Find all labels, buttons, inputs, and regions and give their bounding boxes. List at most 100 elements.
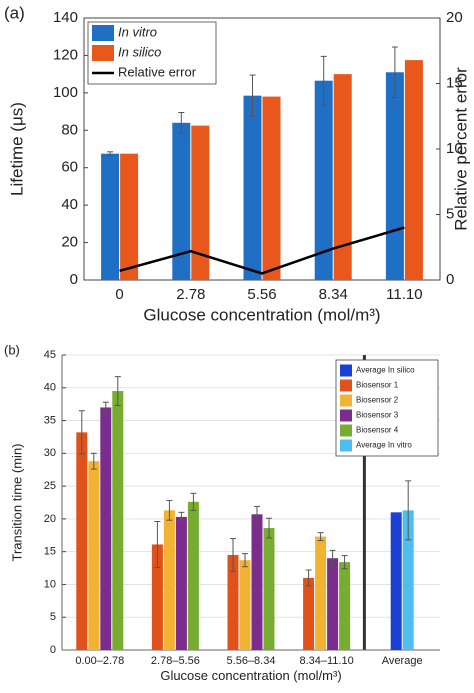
bar xyxy=(314,80,333,280)
error-bar xyxy=(341,555,348,570)
legend-label: In vitro xyxy=(118,24,157,39)
x-tick-label: 8.34 xyxy=(319,286,348,303)
y2-tick-label: 0 xyxy=(446,271,454,288)
legend-label: Biosensor 2 xyxy=(356,396,399,405)
y-tick-label: 100 xyxy=(53,84,78,101)
y-tick-label: 30 xyxy=(44,447,56,459)
y-tick-label: 45 xyxy=(44,349,56,361)
bar xyxy=(227,554,239,650)
legend-label: Relative error xyxy=(118,64,197,79)
y-tick-label: 40 xyxy=(61,196,78,213)
y-tick-label: 60 xyxy=(61,159,78,176)
x-tick-label: 5.56–8.34 xyxy=(227,655,276,667)
bar xyxy=(262,96,281,280)
error-bar xyxy=(329,549,336,567)
bar xyxy=(101,153,120,280)
legend-label: In silico xyxy=(118,44,161,59)
legend-swatch xyxy=(92,45,114,61)
bar xyxy=(402,510,414,650)
y-tick-label: 140 xyxy=(53,9,78,26)
legend-swatch xyxy=(340,364,352,377)
error-bar xyxy=(266,517,272,539)
error-bar xyxy=(242,553,248,568)
error-bar xyxy=(317,532,324,542)
x-tick-label: 8.34–11.10 xyxy=(299,655,353,667)
legend-label: Biosensor 3 xyxy=(356,411,399,420)
line xyxy=(119,226,405,275)
bar xyxy=(333,74,352,281)
y-axis-label: Lifetime (μs) xyxy=(7,102,26,196)
y2-tick-label: 20 xyxy=(446,9,463,26)
bar xyxy=(385,72,404,281)
bar xyxy=(187,501,199,650)
legend-swatch xyxy=(340,379,352,392)
error-bar xyxy=(230,538,236,572)
y2-tick-label: 10 xyxy=(446,140,463,157)
x-tick-label: 0 xyxy=(115,286,123,303)
bar xyxy=(100,407,112,650)
bar xyxy=(243,95,262,281)
error-bar xyxy=(154,521,161,568)
legend-label: Biosensor 1 xyxy=(356,381,399,390)
error-bar xyxy=(320,55,327,106)
y-tick-label: 20 xyxy=(44,513,56,525)
bar xyxy=(315,536,327,650)
legend-swatch xyxy=(340,394,352,407)
x-tick-label: 2.78 xyxy=(176,286,205,303)
y-tick-label: 0 xyxy=(70,271,78,288)
x-tick-label: 2.78–5.56 xyxy=(151,655,200,667)
bar xyxy=(163,510,175,650)
x-tick-label: Average xyxy=(382,655,423,667)
error-bar xyxy=(178,112,185,134)
error-bar xyxy=(78,410,85,455)
legend-label: Average In vitro xyxy=(356,441,412,450)
x-tick-label: 11.10 xyxy=(386,286,422,303)
bar xyxy=(339,562,351,650)
legend-box xyxy=(335,359,439,457)
bar xyxy=(151,544,163,650)
x-tick-label: 5.56 xyxy=(247,286,276,303)
legend-swatch xyxy=(92,25,114,41)
y-tick-label: 35 xyxy=(44,414,56,426)
bar xyxy=(175,516,187,650)
y-tick-label: 15 xyxy=(44,546,56,558)
error-bar xyxy=(166,500,173,521)
bar xyxy=(120,153,139,280)
legend-swatch xyxy=(340,409,352,422)
y-tick-label: 20 xyxy=(61,234,78,251)
y-tick-label: 25 xyxy=(44,480,56,492)
y-tick-label: 5 xyxy=(50,611,56,623)
bar xyxy=(239,560,251,650)
legend-swatch xyxy=(340,424,352,437)
bar xyxy=(191,125,210,280)
error-bar xyxy=(391,46,398,99)
y-axis-label: Transition time (min) xyxy=(9,444,24,562)
panel-label: (b) xyxy=(4,342,20,357)
x-axis-label: Glucose concentration (mol/m³) xyxy=(143,305,380,324)
y-tick-label: 40 xyxy=(44,382,56,394)
bar xyxy=(251,514,263,650)
bar xyxy=(76,432,88,650)
bar xyxy=(404,60,423,280)
y-tick-label: 0 xyxy=(50,644,56,656)
error-bar xyxy=(102,401,109,414)
bar xyxy=(327,558,339,650)
error-bar xyxy=(90,452,97,470)
bar xyxy=(390,512,402,650)
error-bar xyxy=(249,74,256,117)
error-bar xyxy=(254,505,260,523)
bar xyxy=(112,391,124,650)
bar xyxy=(263,528,275,650)
legend-label: Biosensor 4 xyxy=(356,426,399,435)
legend-swatch xyxy=(340,439,352,452)
plot-frame xyxy=(83,17,441,281)
y2-tick-label: 5 xyxy=(446,205,454,222)
error-bar xyxy=(114,376,121,406)
error-bar xyxy=(305,569,312,587)
panel-label: (a) xyxy=(4,3,25,22)
error-bar xyxy=(107,151,114,157)
x-axis-label: Glucose concentration (mol/m³) xyxy=(160,668,341,683)
error-bar xyxy=(405,480,412,541)
bar xyxy=(88,461,100,650)
